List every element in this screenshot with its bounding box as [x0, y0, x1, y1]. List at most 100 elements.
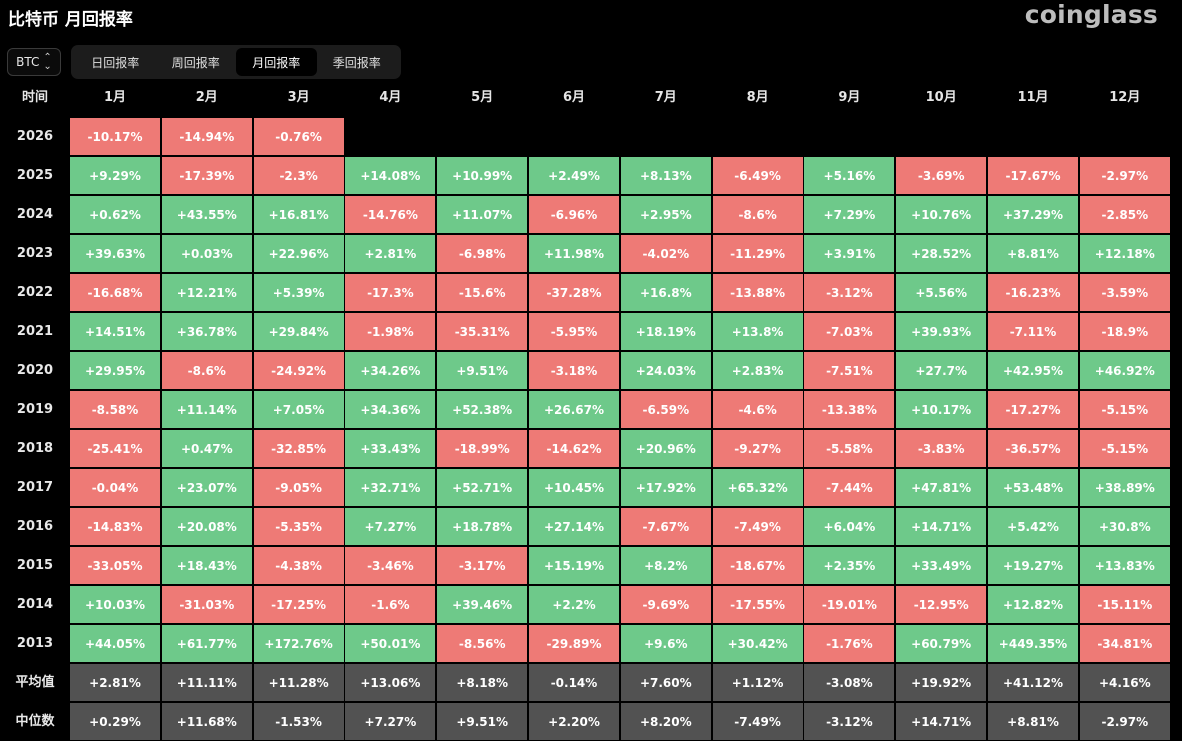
return-cell: +39.46% [437, 586, 528, 623]
return-cell: +14.08% [345, 157, 436, 194]
stat-cell: +7.27% [345, 703, 436, 740]
return-cell: +52.71% [437, 469, 528, 506]
column-header-month: 12月 [1109, 90, 1141, 105]
return-cell: +29.84% [253, 313, 344, 350]
return-cell: +52.38% [437, 391, 528, 428]
return-cell: +0.47% [161, 430, 252, 467]
return-cell: +44.05% [70, 625, 160, 662]
return-cell: +14.51% [70, 313, 160, 350]
period-tabs: 日回报率 周回报率 月回报率 季回报率 [71, 45, 401, 79]
tab-weekly[interactable]: 周回报率 [171, 55, 220, 70]
stat-cell: +9.51% [437, 703, 528, 740]
year-label: 2020 [16, 363, 54, 378]
stat-cell: -1.53% [253, 703, 344, 740]
return-cell: +6.04% [804, 508, 895, 545]
return-cell: -0.04% [70, 469, 160, 506]
return-cell: -14.62% [529, 430, 619, 467]
column-header-month: 4月 [379, 90, 402, 105]
return-cell: -17.39% [161, 157, 252, 194]
return-cell: +13.83% [1079, 547, 1170, 584]
year-label: 2014 [16, 597, 54, 612]
return-cell: -8.6% [712, 196, 803, 233]
return-cell: +7.27% [345, 508, 436, 545]
return-cell: +27.14% [529, 508, 619, 545]
return-cell: +172.76% [253, 625, 344, 662]
return-cell: +53.48% [988, 469, 1078, 506]
return-cell: -17.67% [988, 157, 1078, 194]
year-label: 2026 [16, 129, 54, 144]
return-cell: -17.3% [345, 274, 436, 311]
return-cell: +12.18% [1079, 235, 1170, 272]
return-cell: -3.69% [896, 157, 987, 194]
return-cell: -4.38% [253, 547, 344, 584]
return-cell: -7.49% [712, 508, 803, 545]
year-label: 2018 [16, 441, 54, 456]
return-cell: -9.05% [253, 469, 344, 506]
return-cell: +2.49% [529, 157, 619, 194]
tab-quarterly[interactable]: 季回报率 [332, 55, 381, 70]
return-cell: -1.98% [345, 313, 436, 350]
column-header-month: 10月 [925, 90, 957, 105]
return-cell: -33.05% [70, 547, 160, 584]
tab-monthly[interactable]: 月回报率 [236, 48, 317, 76]
year-label: 2015 [16, 558, 54, 573]
return-cell: +5.42% [988, 508, 1078, 545]
return-cell: -5.15% [1079, 430, 1170, 467]
return-cell: -5.95% [529, 313, 619, 350]
return-cell: +43.55% [161, 196, 252, 233]
return-cell: -2.3% [253, 157, 344, 194]
return-cell: +47.81% [896, 469, 987, 506]
return-cell: +16.81% [253, 196, 344, 233]
return-cell: -18.67% [712, 547, 803, 584]
stat-row-label: 平均值 [15, 675, 55, 690]
return-cell: +0.62% [70, 196, 160, 233]
return-cell: -12.95% [896, 586, 987, 623]
return-cell: +60.79% [896, 625, 987, 662]
return-cell: +2.95% [620, 196, 711, 233]
stat-cell: +11.68% [161, 703, 252, 740]
stat-cell: +11.11% [161, 664, 252, 701]
asset-selector[interactable]: BTC ⌃ ⌄ [7, 48, 61, 76]
return-cell: +22.96% [253, 235, 344, 272]
stat-cell: +8.81% [988, 703, 1078, 740]
column-header-month: 8月 [746, 90, 769, 105]
return-cell: -3.17% [437, 547, 528, 584]
stat-cell: +11.28% [253, 664, 344, 701]
return-cell: +37.29% [988, 196, 1078, 233]
stat-cell: +41.12% [988, 664, 1078, 701]
return-cell: +18.19% [620, 313, 711, 350]
return-cell: +20.96% [620, 430, 711, 467]
return-cell: -15.11% [1079, 586, 1170, 623]
column-header-month: 7月 [654, 90, 677, 105]
return-cell: +12.82% [988, 586, 1078, 623]
return-cell: +11.07% [437, 196, 528, 233]
return-cell: -5.15% [1079, 391, 1170, 428]
return-cell: -7.03% [804, 313, 895, 350]
return-cell: +3.91% [804, 235, 895, 272]
return-cell: +12.21% [161, 274, 252, 311]
stat-cell: +19.92% [896, 664, 987, 701]
year-label: 2024 [16, 207, 54, 222]
year-label: 2021 [16, 324, 54, 339]
return-cell: +36.78% [161, 313, 252, 350]
return-cell: +10.99% [437, 157, 528, 194]
return-cell: +61.77% [161, 625, 252, 662]
column-header-month: 6月 [562, 90, 586, 105]
return-cell: +9.51% [437, 352, 528, 389]
return-cell: -14.83% [70, 508, 160, 545]
column-header-time: 时间 [21, 90, 48, 105]
return-cell: -3.46% [345, 547, 436, 584]
return-cell: -14.76% [345, 196, 436, 233]
return-cell: +8.2% [620, 547, 711, 584]
return-cell: -34.81% [1079, 625, 1170, 662]
return-cell: +24.03% [620, 352, 711, 389]
column-header-month: 9月 [838, 90, 861, 105]
return-cell: +13.8% [712, 313, 803, 350]
return-cell: -10.17% [70, 118, 160, 155]
return-cell: +16.8% [620, 274, 711, 311]
return-cell: +19.27% [988, 547, 1078, 584]
return-cell: +10.03% [70, 586, 160, 623]
return-cell: -0.76% [253, 118, 344, 155]
tab-daily[interactable]: 日回报率 [91, 55, 140, 70]
return-cell: -3.59% [1079, 274, 1170, 311]
